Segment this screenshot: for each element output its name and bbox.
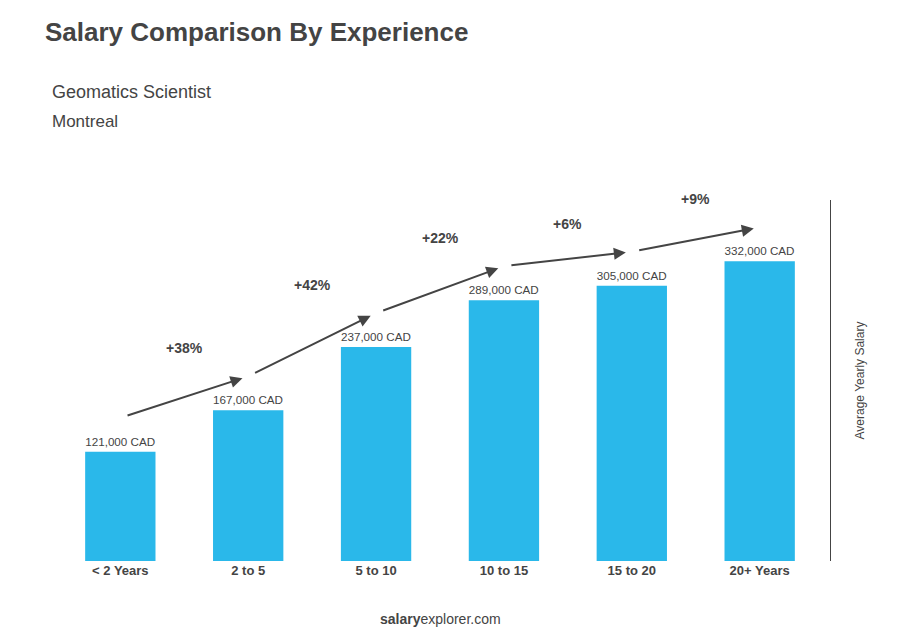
svg-text:+38%: +38%: [166, 340, 203, 356]
svg-text:332,000 CAD: 332,000 CAD: [725, 244, 795, 257]
svg-text:305,000 CAD: 305,000 CAD: [597, 269, 667, 282]
svg-text:+6%: +6%: [553, 216, 582, 232]
svg-text:Geomatics Scientist: Geomatics Scientist: [52, 82, 211, 102]
svg-text:20+ Years: 20+ Years: [730, 563, 790, 578]
svg-text:237,000 CAD: 237,000 CAD: [341, 330, 411, 343]
svg-text:< 2 Years: < 2 Years: [92, 563, 149, 578]
svg-text:+42%: +42%: [294, 277, 331, 293]
svg-text:5 to 10: 5 to 10: [355, 563, 396, 578]
svg-text:+22%: +22%: [422, 230, 459, 246]
svg-text:+9%: +9%: [681, 191, 710, 207]
svg-text:121,000 CAD: 121,000 CAD: [85, 435, 155, 448]
svg-text:Montreal: Montreal: [52, 112, 118, 131]
svg-text:167,000 CAD: 167,000 CAD: [213, 393, 283, 406]
svg-text:15 to 20: 15 to 20: [608, 563, 656, 578]
svg-text:Average Yearly Salary: Average Yearly Salary: [853, 322, 867, 440]
svg-text:Salary Comparison By Experienc: Salary Comparison By Experience: [45, 17, 468, 47]
svg-text:salaryexplorer.com: salaryexplorer.com: [380, 611, 501, 627]
svg-text:2 to 5: 2 to 5: [231, 563, 265, 578]
svg-text:10 to 15: 10 to 15: [480, 563, 528, 578]
svg-text:289,000 CAD: 289,000 CAD: [469, 283, 539, 296]
